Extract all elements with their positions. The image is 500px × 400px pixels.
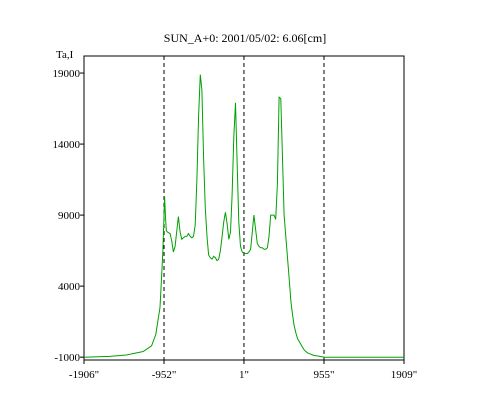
- x-tick-label: 1": [239, 369, 249, 381]
- y-tick-label: 9000: [58, 210, 81, 222]
- y-tick-label: 4000: [58, 281, 81, 293]
- x-axis-ticks: -1906" -952" 1" 955" 1909": [69, 360, 417, 381]
- x-tick-label: 1909": [391, 369, 418, 381]
- chart-title: SUN_A+0: 2001/05/02: 6.06[cm]: [164, 31, 326, 45]
- y-axis-label: Ta,I: [56, 49, 74, 61]
- y-tick-label: 14000: [53, 139, 81, 151]
- y-axis-ticks: -1000 4000 9000 14000 19000: [53, 68, 84, 364]
- y-tick-label: 19000: [53, 68, 81, 80]
- series-line-0: [83, 74, 404, 358]
- series-group: [83, 74, 404, 358]
- vertical-markers: [163, 56, 325, 360]
- y-tick-label: -1000: [54, 352, 80, 364]
- x-tick-label: -952": [152, 369, 177, 381]
- x-tick-label: -1906": [69, 369, 99, 381]
- x-tick-label: 955": [313, 369, 334, 381]
